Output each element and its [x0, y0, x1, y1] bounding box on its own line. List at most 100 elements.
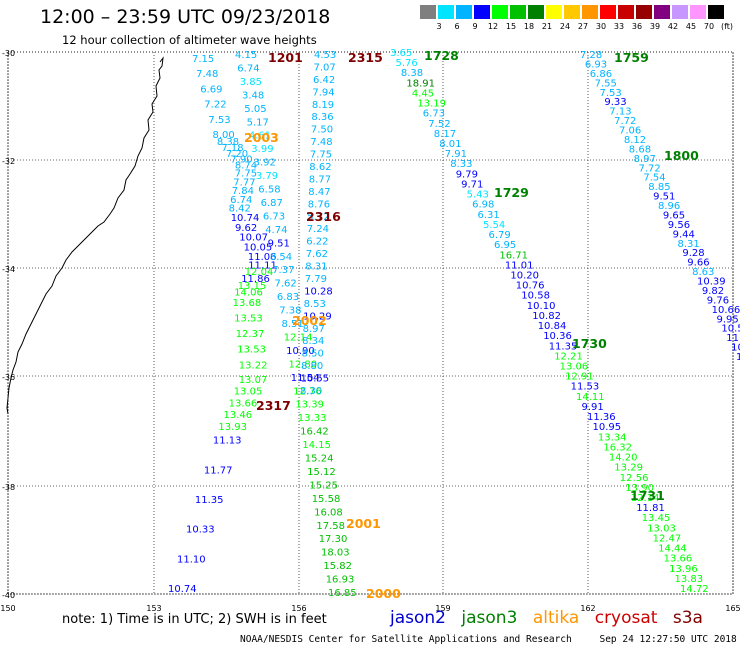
wave-height-value: 10.36: [543, 331, 572, 342]
wave-height-value: 10.58: [521, 291, 550, 302]
pass-time-label: 1731: [630, 488, 665, 503]
wave-height-value: 11.11: [248, 260, 277, 271]
altimeter-tracks: 7.157.486.697.227.538.008.387.187.207.90…: [168, 48, 740, 599]
wave-height-value: 3.48: [242, 90, 264, 101]
pass-time-label: 2000: [366, 586, 401, 601]
wave-height-value: 7.48: [196, 69, 218, 80]
colorbar-swatch: [564, 5, 580, 19]
wave-height-value: 12.47: [653, 533, 682, 544]
wave-height-value: 9.71: [461, 180, 483, 191]
wave-height-value: 6.73: [263, 211, 285, 222]
wave-height-value: 12.14: [631, 493, 660, 504]
wave-height-value: 10.10: [527, 301, 556, 312]
wave-height-value: 7.94: [312, 87, 334, 98]
colorbar-label: 12: [487, 22, 499, 31]
colorbar-label: (ft): [720, 22, 734, 31]
wave-height-value: 7.54: [643, 173, 665, 184]
credit-timestamp: Sep 24 12:27:50 UTC 2018: [599, 634, 737, 645]
colorbar-swatch: [528, 5, 544, 19]
wave-height-value: 9.28: [682, 248, 704, 259]
wave-height-value: 7.77: [233, 177, 255, 188]
wave-height-value: 14.72: [680, 584, 709, 595]
wave-height-value: 16.32: [603, 442, 632, 453]
map-grid: [7, 51, 734, 595]
wave-height-value: 8.76: [308, 199, 330, 210]
pass-time-label: 2315: [348, 50, 383, 65]
wave-height-value: 11.81: [636, 503, 665, 514]
wave-height-value: 6.74: [237, 64, 259, 75]
wave-height-value: 13.68: [233, 298, 262, 309]
wave-height-value: 7.13: [609, 107, 631, 118]
wave-height-value: 15.58: [312, 494, 341, 505]
wave-height-value: 14.11: [576, 392, 605, 403]
legend-jason3: jason3: [461, 608, 518, 628]
wave-height-value: 5.17: [247, 117, 269, 128]
colorbar-swatch: [636, 5, 652, 19]
map-frame: [7, 51, 734, 595]
wave-height-value: 4.45: [412, 89, 434, 100]
wave-height-value: 10.95: [593, 422, 622, 433]
wave-height-value: 3.92: [254, 158, 276, 169]
wave-height-value: 17.58: [316, 521, 345, 532]
note-text: note: 1) Time is in UTC; 2) SWH is in fe…: [62, 612, 327, 627]
wave-height-value: 10.82: [532, 311, 561, 322]
time-labels: 1201 2315 1728 1759 2003 1800 1729 2316 2002 1730…: [244, 48, 699, 601]
wave-height-value: 8.38: [217, 137, 239, 148]
wave-height-value: 6.73: [423, 109, 445, 120]
colorbar-swatch: [456, 5, 472, 19]
wave-height-value: 8.47: [308, 187, 330, 198]
wave-height-value: 8.85: [648, 182, 670, 193]
colorbar-swatch: [672, 5, 688, 19]
wave-height-value: 9.65: [663, 210, 685, 221]
wave-height-value: 11.35: [195, 495, 224, 506]
colorbar-label: 45: [685, 22, 697, 31]
wave-height-value: 11.1: [736, 352, 740, 363]
wave-height-value: 10.76: [516, 281, 545, 292]
wave-height-value: 6.98: [472, 200, 494, 211]
wave-height-value: 13.07: [239, 375, 268, 386]
wave-height-value: 8.50: [302, 349, 324, 360]
wave-height-value: 7.62: [275, 279, 297, 290]
wave-height-value: 3.99: [251, 144, 273, 155]
wave-height-value: 14.06: [234, 288, 263, 299]
wave-height-value: 10.50: [721, 324, 740, 335]
wave-height-value: 9.51: [653, 192, 675, 203]
wave-height-value: 13.93: [218, 422, 247, 433]
colorbar-swatch: [420, 5, 436, 19]
wave-height-value: 8.30: [300, 386, 322, 397]
wave-height-value: 13.39: [295, 400, 324, 411]
wave-height-value: 14.15: [302, 440, 331, 451]
wave-height-value: 8.36: [311, 112, 333, 123]
lon-label: 153: [146, 604, 161, 613]
wave-height-value: 11.19: [726, 333, 740, 344]
wave-height-value: 8.54: [270, 252, 292, 263]
wave-height-value: 13.03: [647, 523, 676, 534]
colorbar-swatch: [510, 5, 526, 19]
pass-time-label: 1729: [494, 185, 529, 200]
wave-height-value: 9.82: [702, 286, 724, 297]
colorbar-label: 36: [631, 22, 643, 31]
wave-height-value: 8.51: [282, 319, 304, 330]
colorbar-label: 30: [595, 22, 607, 31]
wave-height-value: 13.83: [675, 574, 704, 585]
wave-height-value: 8.38: [401, 68, 423, 79]
wave-height-value: 13.15: [238, 281, 267, 292]
pass-time-label: 1201: [268, 50, 303, 65]
satellite-legend: jason2 jason3 altika cryosat s3a: [390, 608, 713, 628]
wave-height-value: 17.30: [319, 534, 348, 545]
wave-height-value: 11.53: [571, 382, 600, 393]
pass-time-label: 1728: [424, 48, 459, 63]
wave-height-value: 7.53: [600, 88, 622, 99]
wave-height-value: 11.77: [204, 465, 233, 476]
wave-height-value: 4.15: [235, 50, 257, 61]
wave-height-value: 8.01: [439, 139, 461, 150]
wave-height-value: 13.66: [664, 554, 693, 565]
wave-height-value: 8.74: [235, 161, 257, 172]
colorbar-swatch: [690, 5, 706, 19]
wave-height-value: 9.76: [707, 295, 729, 306]
colorbar-swatch: [474, 5, 490, 19]
wave-height-value: 15.82: [323, 561, 352, 572]
wave-height-value: 16.85: [328, 588, 357, 599]
wave-height-value: 18.91: [406, 78, 435, 89]
wave-height-value: 11.54: [291, 373, 320, 384]
